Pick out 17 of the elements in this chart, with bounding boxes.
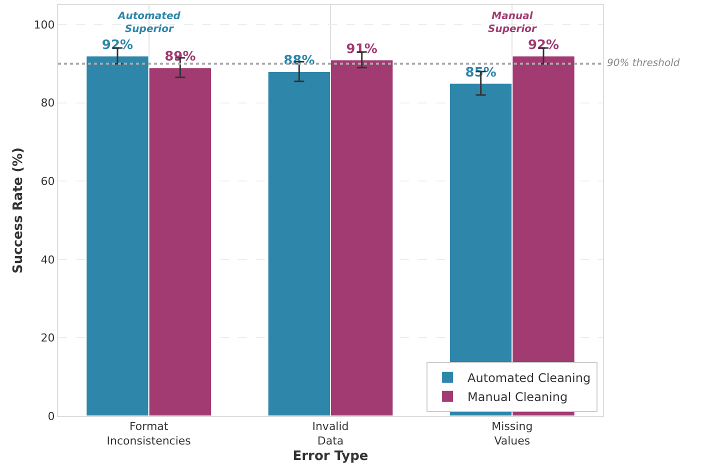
x-tick-label: Format Inconsistencies [106, 420, 192, 448]
y-tick-label: 80 [40, 96, 55, 110]
legend-label: Manual Cleaning [468, 390, 568, 404]
x-tick-label: Invalid Data [312, 420, 349, 448]
y-tick-label: 0 [48, 410, 55, 423]
x-axis-title: Error Type [292, 449, 368, 464]
legend-label: Automated Cleaning [468, 371, 591, 386]
x-tick-label: Missing Values [492, 420, 533, 448]
y-tick-label: 100 [34, 18, 55, 32]
y-axis-title: Success Rate (%) [11, 147, 26, 274]
annotation: Automated Superior [117, 11, 182, 35]
ref-line-label: 90% threshold [607, 58, 680, 69]
y-tick-label: 60 [40, 174, 55, 188]
y-tick-label: 40 [40, 253, 55, 266]
y-tick-label: 20 [40, 332, 55, 345]
annotation: Manual Superior [488, 11, 538, 35]
data-label: 89% [164, 50, 196, 65]
